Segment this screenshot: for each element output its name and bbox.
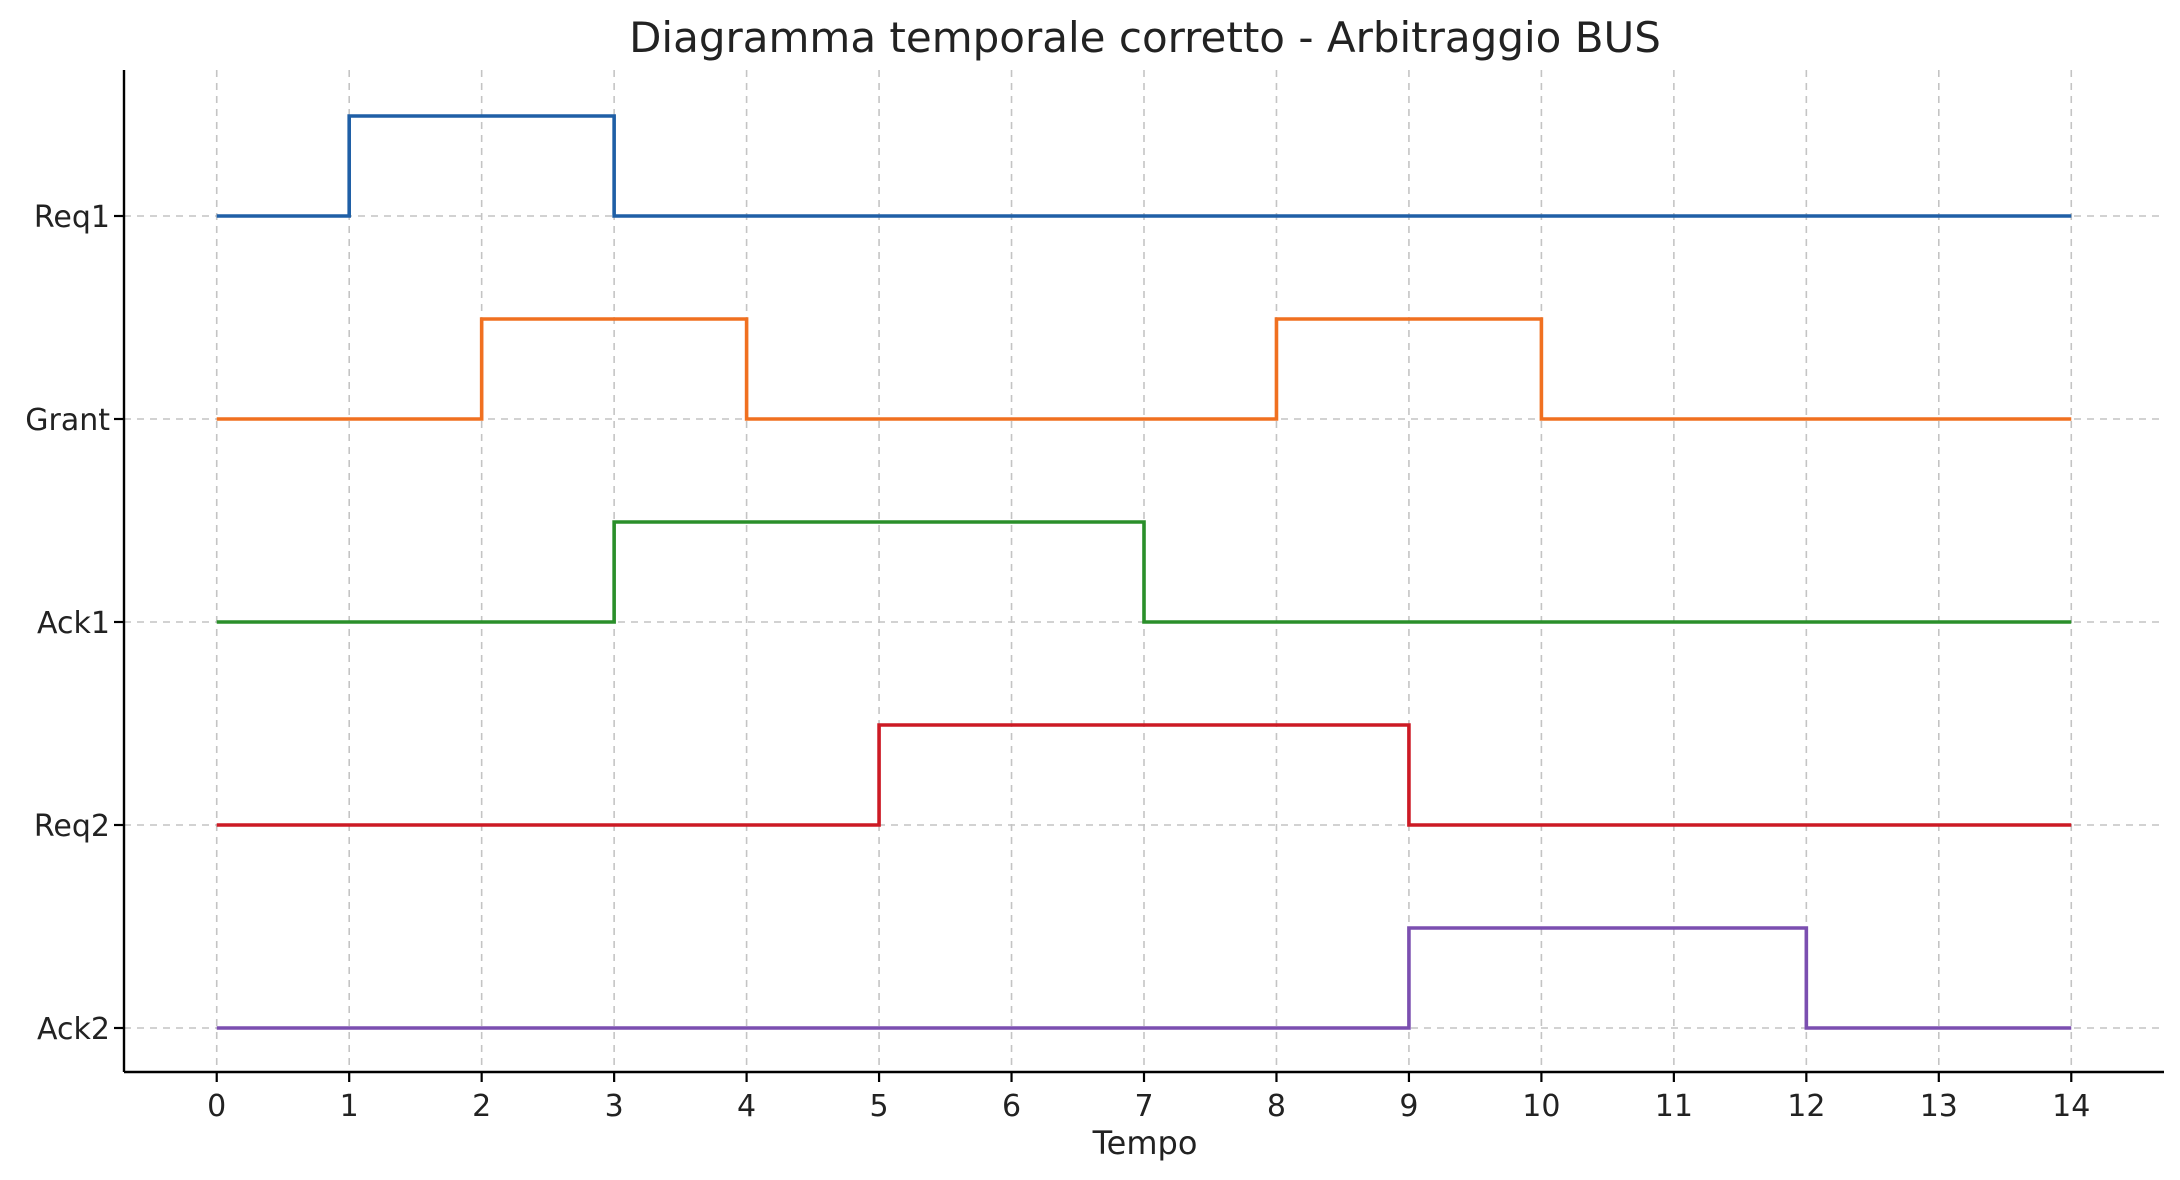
y-tick-label-req2: Req2 — [34, 809, 110, 844]
signal-grant — [216, 317, 2072, 421]
x-tick-label: 4 — [737, 1089, 756, 1124]
x-tick-label: 3 — [605, 1089, 624, 1124]
y-tick-label-req1: Req1 — [34, 200, 110, 235]
x-tick-label: 0 — [207, 1089, 226, 1124]
signal-ack1 — [216, 520, 2072, 624]
x-tick-label: 8 — [1267, 1089, 1286, 1124]
x-tick-label: 13 — [1920, 1089, 1958, 1124]
signal-ack2 — [216, 926, 2072, 1030]
signal-req1 — [216, 114, 2072, 218]
x-ticks: 0 1 2 3 4 5 6 7 8 9 10 11 12 13 14 — [207, 1072, 2090, 1124]
x-tick-label: 7 — [1134, 1089, 1153, 1124]
y-tick-label-ack2: Ack2 — [37, 1012, 110, 1047]
x-tick-label: 6 — [1002, 1089, 1021, 1124]
x-tick-label: 12 — [1787, 1089, 1825, 1124]
chart-title: Diagramma temporale corretto - Arbitragg… — [629, 13, 1661, 62]
x-tick-label: 9 — [1399, 1089, 1418, 1124]
x-tick-label: 2 — [472, 1089, 491, 1124]
x-tick-label: 5 — [870, 1089, 889, 1124]
x-tick-label: 14 — [2052, 1089, 2090, 1124]
y-tick-label-grant: Grant — [25, 403, 110, 438]
y-tick-label-ack1: Ack1 — [37, 606, 110, 641]
signal-req2 — [216, 723, 2072, 827]
x-tick-label: 1 — [340, 1089, 359, 1124]
x-axis-label: Tempo — [1092, 1124, 1198, 1162]
x-tick-label: 11 — [1655, 1089, 1693, 1124]
signal-traces — [216, 114, 2072, 1030]
y-ticks: Req1 Grant Ack1 Req2 Ack2 — [25, 200, 124, 1047]
x-tick-label: 10 — [1522, 1089, 1560, 1124]
